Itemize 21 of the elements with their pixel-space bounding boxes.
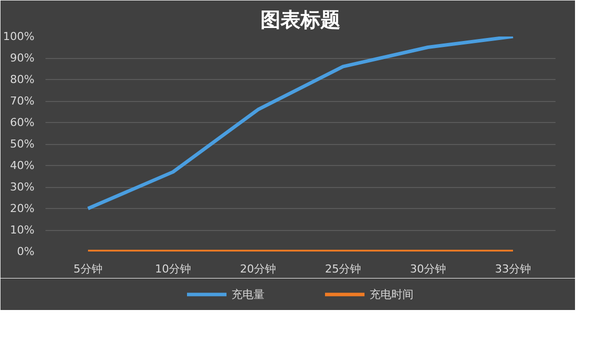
legend-label: 充电时间 xyxy=(370,286,414,302)
x-tick-label: 25分钟 xyxy=(325,262,361,276)
x-tick-label: 5分钟 xyxy=(74,262,102,276)
chart-title: 图表标题 xyxy=(260,8,340,32)
y-tick-label: 80% xyxy=(10,73,35,86)
y-tick-label: 70% xyxy=(10,94,35,108)
line-series xyxy=(86,36,515,210)
legend-label: 充电量 xyxy=(232,286,264,302)
x-tick-label: 20分钟 xyxy=(240,262,276,276)
y-tick-label: 100% xyxy=(3,30,35,43)
x-tick-label: 30分钟 xyxy=(410,262,446,276)
y-tick-label: 20% xyxy=(10,202,35,215)
y-tick-label: 0% xyxy=(17,245,34,258)
y-tick-label: 10% xyxy=(10,224,35,236)
y-tick-label: 90% xyxy=(10,52,35,64)
y-tick-label: 60% xyxy=(10,116,35,129)
x-tick-label: 33分钟 xyxy=(495,262,531,276)
y-tick-label: 50% xyxy=(10,138,35,150)
y-tick-label: 40% xyxy=(10,159,35,172)
y-tick-label: 30% xyxy=(10,180,35,194)
x-tick-label: 10分钟 xyxy=(155,262,191,276)
